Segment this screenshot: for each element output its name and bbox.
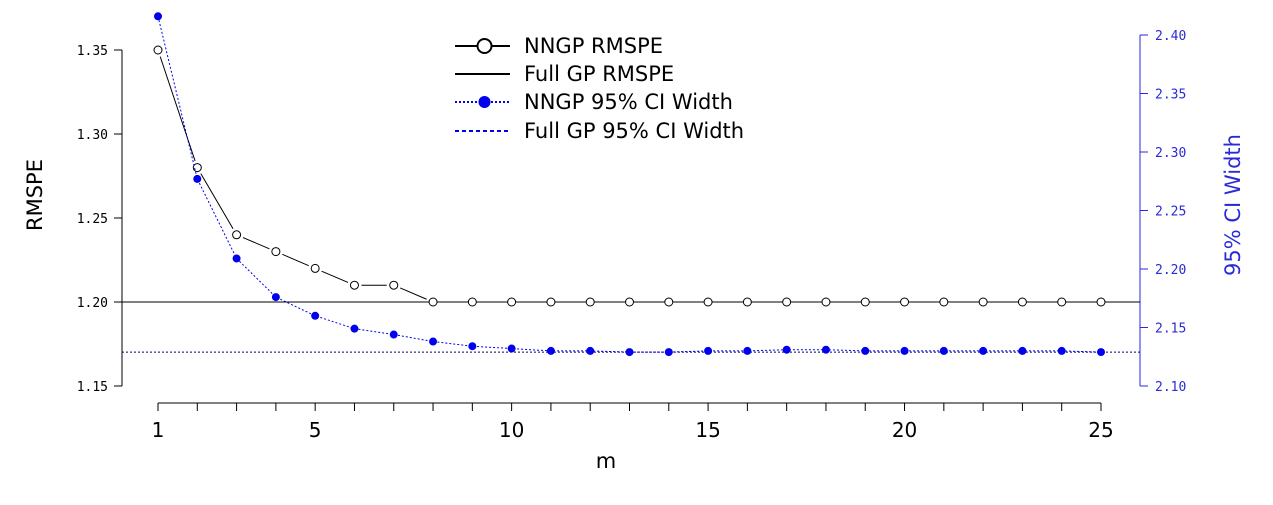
nngp-rmspe-point — [939, 297, 949, 307]
nngp-rmspe-segment — [242, 237, 270, 250]
right-tick-label: 2.35 — [1155, 88, 1186, 103]
nngp-rmspe-point — [860, 297, 870, 307]
left-tick-label: 1.20 — [77, 296, 108, 311]
nngp-ci-width-point — [586, 346, 595, 355]
nngp-ci-width-point — [704, 346, 713, 355]
nngp-ci-width-point — [468, 342, 477, 351]
legend-label-nngp-rmspe: NNGP RMSPE — [524, 34, 663, 58]
legend-label-full-gp-rmspe: Full GP RMSPE — [524, 62, 674, 86]
right-tick-label: 2.15 — [1155, 322, 1186, 337]
nngp-rmspe-point — [1096, 297, 1106, 307]
x-tick-label: 15 — [695, 418, 720, 442]
nngp-rmspe-point — [782, 297, 792, 307]
nngp-rmspe-point — [153, 45, 163, 55]
x-tick-label: 5 — [309, 418, 322, 442]
legend-marker-nngp-rmspe — [476, 38, 493, 54]
nngp-ci-width-point — [900, 346, 909, 355]
nngp-rmspe-point — [232, 230, 242, 240]
x-tick-label: 10 — [499, 418, 524, 442]
right-tick-label: 2.10 — [1155, 380, 1186, 395]
nngp-ci-width-point — [507, 344, 516, 353]
nngp-ci-width-point — [625, 348, 634, 357]
nngp-ci-width-point — [1097, 348, 1105, 357]
nngp-ci-width-point — [861, 346, 870, 355]
nngp-rmspe-point — [585, 297, 595, 307]
nngp-rmspe-point — [664, 297, 674, 307]
nngp-ci-width-point — [1018, 346, 1027, 355]
y2-axis-title: 95% CI Width — [1221, 134, 1245, 276]
right-y-axis: 2.10 2.15 2.20 2.25 2.30 2.35 2.40 — [1139, 29, 1186, 395]
nngp-rmspe-point — [742, 297, 752, 307]
nngp-rmspe-point — [978, 297, 988, 307]
nngp-ci-width-point — [782, 345, 791, 354]
nngp-rmspe-point — [467, 297, 477, 307]
left-y-axis: 1.15 1.20 1.25 1.30 1.35 — [77, 44, 123, 395]
x-axis: 1 5 10 15 20 25 — [152, 402, 1114, 442]
nngp-ci-width-point — [311, 311, 320, 320]
right-tick-label: 2.40 — [1155, 29, 1186, 44]
nngp-ci-width-point — [979, 346, 988, 355]
right-tick-label: 2.25 — [1155, 205, 1186, 220]
nngp-ci-width-point — [939, 346, 948, 355]
nngp-ci-width-point — [232, 254, 241, 263]
x-axis-title: m — [596, 449, 616, 473]
nngp-ci-width-point — [664, 348, 673, 357]
nngp-rmspe-point — [271, 247, 281, 257]
plot-area — [122, 12, 1140, 357]
left-tick-label: 1.25 — [77, 212, 108, 227]
legend-marker-nngp-ci — [478, 96, 491, 108]
nngp-ci-width-point — [350, 324, 359, 333]
legend-label-full-gp-ci: Full GP 95% CI Width — [524, 119, 744, 143]
nngp-rmspe-segment — [282, 253, 309, 267]
right-tick-label: 2.30 — [1155, 146, 1186, 161]
nngp-rmspe-point — [821, 297, 831, 307]
nngp-ci-width-point — [429, 337, 438, 346]
nngp-rmspe-segment — [321, 270, 349, 283]
nngp-ci-width-point — [389, 330, 398, 339]
nngp-rmspe-point — [389, 280, 399, 290]
nngp-rmspe-point — [900, 297, 910, 307]
nngp-ci-width-point — [193, 174, 202, 183]
nngp-rmspe-point — [546, 297, 556, 307]
nngp-rmspe-point — [428, 297, 438, 307]
left-tick-label: 1.35 — [77, 44, 108, 59]
nngp-rmspe-segment — [159, 56, 196, 162]
nngp-ci-width-point — [1057, 346, 1066, 355]
left-tick-label: 1.15 — [77, 380, 108, 395]
nngp-rmspe-point — [703, 297, 713, 307]
legend: NNGP RMSPE Full GP RMSPE NNGP 95% CI Width… — [455, 34, 744, 143]
nngp-rmspe-segment — [200, 173, 234, 230]
x-tick-label: 1 — [152, 418, 165, 442]
nngp-ci-width-point — [271, 293, 280, 302]
nngp-ci-width-point — [154, 12, 162, 21]
y-axis-title: RMSPE — [23, 159, 47, 231]
nngp-ci-width-point — [743, 346, 752, 355]
nngp-rmspe-segment — [399, 287, 427, 300]
legend-label-nngp-ci: NNGP 95% CI Width — [524, 90, 733, 114]
x-tick-label: 20 — [892, 418, 917, 442]
nngp-rmspe-point — [1057, 297, 1067, 307]
x-tick-label: 25 — [1088, 418, 1113, 442]
nngp-rmspe-point — [1017, 297, 1027, 307]
nngp-ci-width-point — [546, 346, 555, 355]
nngp-rmspe-point — [310, 263, 320, 273]
nngp-rmspe-point — [625, 297, 634, 307]
nngp-rmspe-point — [507, 297, 517, 307]
left-tick-label: 1.30 — [77, 128, 108, 143]
nngp-rmspe-point — [192, 163, 202, 173]
right-tick-label: 2.20 — [1155, 263, 1186, 278]
nngp-rmspe-point — [349, 280, 359, 290]
nngp-ci-width-point — [821, 345, 830, 354]
